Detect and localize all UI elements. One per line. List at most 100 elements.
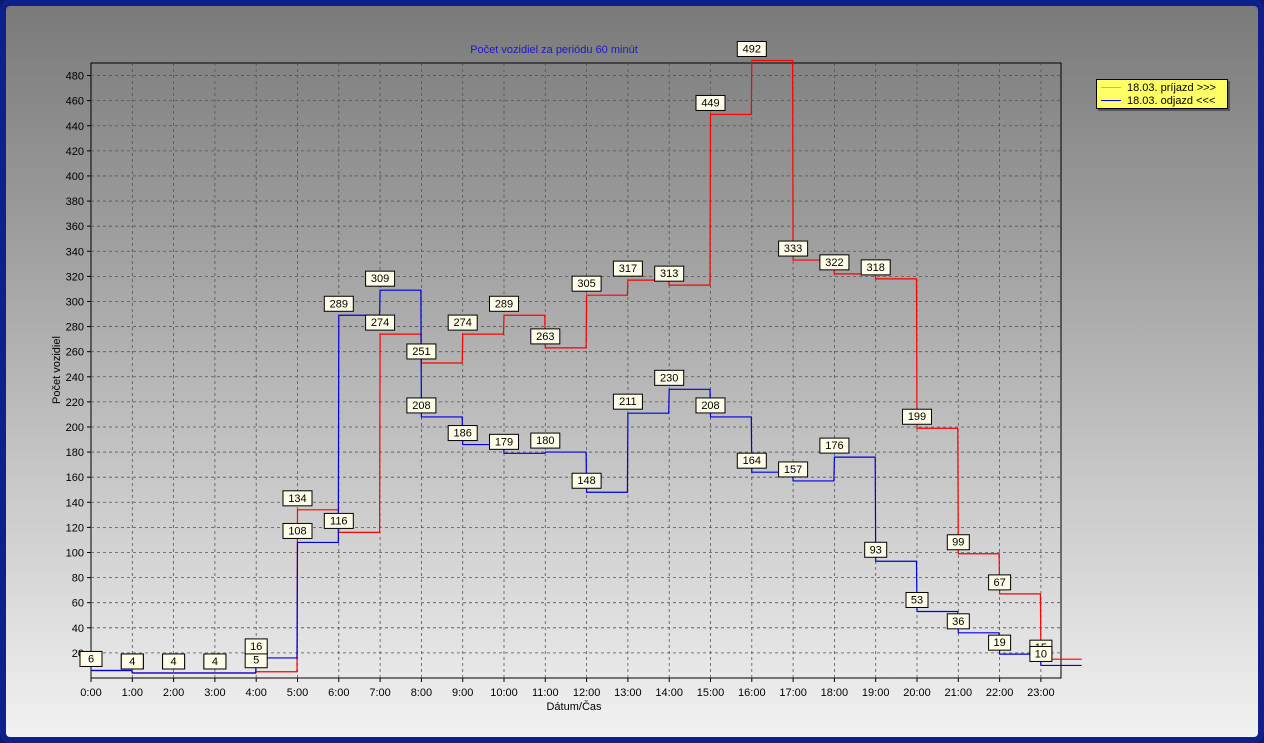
- data-label-box: [988, 574, 1012, 591]
- x-tick-label: 6:00: [328, 687, 349, 699]
- data-label-text: 67: [993, 577, 1005, 589]
- legend-swatch: [1101, 87, 1121, 88]
- data-label: 148: [571, 472, 602, 489]
- x-tick-label: 5:00: [287, 687, 308, 699]
- x-tick-label: 0:00: [80, 687, 101, 699]
- data-label: 492: [736, 40, 767, 57]
- data-label-text: 251: [412, 346, 430, 358]
- data-label: 289: [489, 295, 519, 312]
- x-tick-label: 21:00: [945, 687, 973, 699]
- data-label: 164: [736, 452, 767, 469]
- data-label-box: [489, 295, 519, 312]
- x-tick-label: 8:00: [411, 687, 432, 699]
- data-label-box: [654, 369, 685, 386]
- data-label-box: [79, 650, 103, 667]
- data-label: 93: [864, 541, 888, 558]
- data-label: 186: [447, 425, 478, 442]
- data-label-text: 6: [88, 653, 94, 665]
- data-label: 322: [819, 254, 850, 271]
- data-label-text: 208: [412, 400, 430, 412]
- data-label-text: 274: [371, 317, 389, 329]
- data-label-box: [1029, 645, 1053, 662]
- plot-area: [90, 62, 1062, 679]
- y-tick-label: 380: [66, 196, 84, 208]
- data-label-box: [530, 328, 561, 345]
- data-label: 5: [244, 652, 268, 669]
- data-label: 99: [946, 534, 970, 551]
- data-label: 333: [778, 240, 809, 257]
- data-label-text: 318: [867, 262, 885, 274]
- data-label-box: [447, 314, 478, 331]
- data-label-text: 263: [536, 331, 554, 343]
- data-label-text: 492: [743, 43, 761, 55]
- y-tick-label: 60: [72, 598, 84, 610]
- legend-swatch: [1101, 100, 1121, 101]
- data-label-text: 186: [454, 428, 472, 440]
- data-label-text: 274: [454, 317, 472, 329]
- data-label-text: 313: [660, 268, 678, 280]
- y-tick-label: 400: [66, 171, 84, 183]
- data-label: 199: [902, 408, 932, 425]
- data-label: 449: [695, 94, 726, 111]
- data-label-text: 4: [212, 656, 218, 668]
- legend-item-arrival: 18.03. príjazd >>>: [1101, 81, 1223, 94]
- data-label-box: [988, 634, 1012, 651]
- data-label-box: [282, 522, 313, 539]
- data-label-text: 36: [952, 616, 964, 628]
- legend-label: 18.03. príjazd >>>: [1127, 81, 1216, 94]
- data-label-text: 157: [784, 464, 802, 476]
- data-label: 67: [988, 574, 1012, 591]
- data-label-box: [946, 613, 970, 630]
- x-tick-label: 14:00: [655, 687, 683, 699]
- data-label-box: [530, 432, 561, 449]
- data-label-text: 322: [825, 257, 843, 269]
- data-label-text: 179: [495, 436, 513, 448]
- x-tick-label: 22:00: [986, 687, 1014, 699]
- data-label-text: 309: [371, 273, 389, 285]
- x-tick-label: 18:00: [821, 687, 849, 699]
- x-tick-label: 11:00: [532, 687, 559, 699]
- data-label: 289: [323, 295, 354, 312]
- data-label: 53: [905, 591, 929, 608]
- data-label: 230: [654, 369, 685, 386]
- data-label-box: [778, 240, 809, 257]
- data-label-text: 199: [908, 411, 926, 423]
- legend-label: 18.03. odjazd <<<: [1127, 94, 1216, 107]
- data-label: 309: [365, 270, 396, 287]
- data-label-box: [736, 452, 767, 469]
- y-tick-label: 240: [66, 372, 84, 384]
- data-label: 313: [654, 265, 685, 282]
- data-label-box: [695, 94, 726, 111]
- data-label-text: 333: [784, 243, 802, 255]
- data-label-box: [654, 265, 685, 282]
- y-tick-label: 40: [72, 623, 84, 635]
- data-label-box: [612, 260, 643, 277]
- data-label: 10: [1029, 645, 1053, 662]
- data-label: 16: [244, 638, 268, 655]
- data-label: 157: [778, 461, 809, 478]
- data-label-text: 116: [330, 515, 348, 527]
- data-label-text: 164: [743, 455, 761, 467]
- data-label-box: [819, 254, 850, 271]
- data-label-box: [489, 433, 519, 450]
- y-tick-label: 360: [66, 221, 84, 233]
- data-label-text: 208: [701, 400, 719, 412]
- data-label-text: 53: [911, 594, 923, 606]
- x-tick-label: 13:00: [614, 687, 642, 699]
- legend-item-departure: 18.03. odjazd <<<: [1101, 94, 1223, 107]
- chart-title: Počet vozidiel za periódu 60 minút: [470, 44, 638, 56]
- data-label-text: 4: [129, 656, 135, 668]
- data-label-box: [365, 314, 396, 331]
- y-tick-label: 300: [66, 296, 84, 308]
- data-label-text: 93: [870, 544, 882, 556]
- data-label-text: 99: [952, 537, 964, 549]
- data-label-box: [447, 425, 478, 442]
- x-axis-label: Dátum/Čas: [546, 700, 602, 713]
- x-tick-label: 3:00: [204, 687, 225, 699]
- data-label-box: [860, 259, 891, 276]
- data-label-box: [406, 343, 437, 360]
- data-label: 134: [282, 490, 313, 507]
- data-label-box: [120, 653, 144, 670]
- chart: Počet vozidiel za periódu 60 minút 20406…: [51, 40, 1082, 713]
